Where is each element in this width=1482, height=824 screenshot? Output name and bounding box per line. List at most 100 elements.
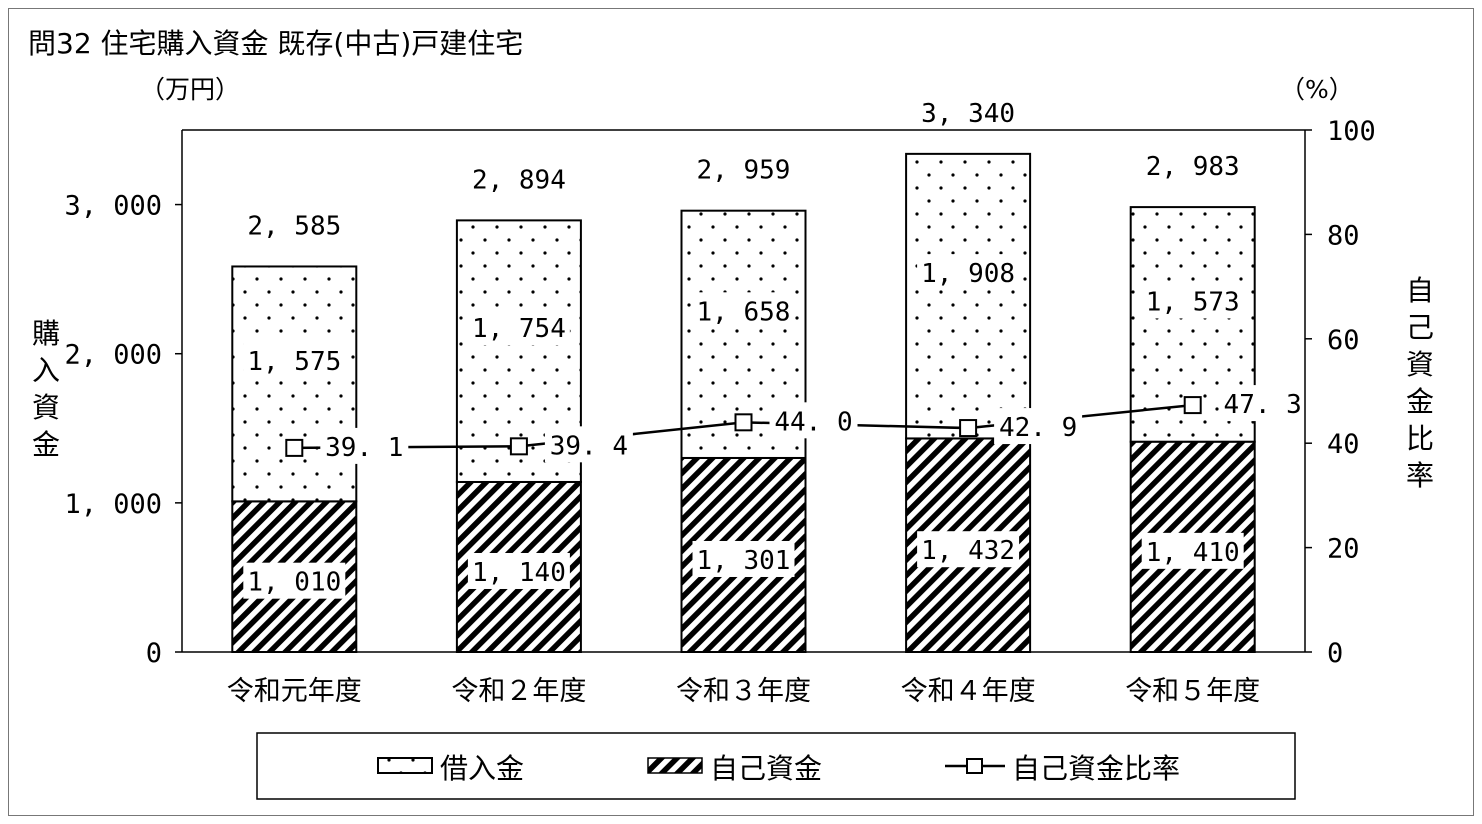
x-category-label-1: 令和元年度: [227, 676, 362, 707]
loan-label-3: 1, 658: [697, 297, 791, 327]
right-tick-label-20: 20: [1327, 534, 1360, 565]
total-label-5: 2, 983: [1146, 152, 1240, 182]
axes-group: 0 1, 000 2, 000 3, 000 0 20 40 60 80 100 令和元年度 令和２年…: [64, 116, 1375, 707]
bars-group: [231, 152, 1256, 654]
total-label-2-box: 2, 894: [467, 160, 570, 197]
loan-label-2-box: 1, 754: [467, 309, 570, 346]
ratio-marker-3: [734, 413, 753, 432]
bar-loan-1: [231, 265, 358, 503]
loan-label-5-bg: [1141, 282, 1244, 319]
legend-label-loan: 借入金: [440, 752, 524, 785]
own-funds-label-3: 1, 301: [697, 546, 791, 576]
total-label-2: 2, 894: [472, 165, 566, 195]
own-funds-label-4-box: 1, 432: [917, 531, 1020, 568]
legend-label-ratio: 自己資金比率: [1012, 752, 1180, 785]
bar-loan-4: [905, 152, 1032, 440]
right-axis-title-char-3: 資: [1406, 348, 1434, 381]
right-axis-title-char-4: 金: [1406, 385, 1434, 418]
ratio-label-1: 39. 1: [325, 433, 403, 463]
ratio-line-group: 39. 1 39. 4 44. 0 42. 9 47. 3: [285, 385, 1307, 464]
ratio-label-5-box: 47. 3: [1218, 385, 1307, 422]
loan-label-2-bg: [467, 309, 570, 346]
right-tick-label-0: 0: [1327, 638, 1343, 669]
right-axis-title-char-6: 率: [1406, 459, 1434, 492]
left-tick-label-1000: 1, 000: [64, 489, 162, 520]
left-tick-label-0: 0: [146, 638, 162, 669]
total-label-4-bg: [917, 93, 1020, 130]
x-category-label-4: 令和４年度: [901, 676, 1036, 707]
x-category-label-3: 令和３年度: [676, 676, 811, 707]
own-funds-label-1: 1, 010: [247, 568, 341, 598]
total-label-3: 2, 959: [697, 156, 791, 186]
loan-label-1: 1, 575: [247, 347, 341, 377]
left-axis-title-char-2: 入: [32, 354, 60, 387]
own-funds-label-3-bg: [692, 540, 795, 577]
ratio-label-5: 47. 3: [1224, 390, 1302, 420]
right-tick-label-40: 40: [1327, 429, 1360, 460]
ratio-label-4-bg: [994, 408, 1083, 445]
own-funds-label-1-bg: [243, 562, 346, 599]
right-axis-title: 自己資金比率: [1406, 274, 1434, 492]
own-funds-label-5-box: 1, 410: [1141, 532, 1244, 569]
loan-label-1-bg: [243, 341, 346, 378]
left-tick-label-2000: 2, 000: [64, 340, 162, 371]
legend: 借入金 自己資金 自己資金比率: [256, 732, 1296, 800]
right-tick-label-80: 80: [1327, 220, 1360, 251]
ratio-label-2-bg: [544, 426, 633, 463]
loan-label-4: 1, 908: [921, 259, 1015, 289]
data-labels-group: 1, 010 1, 575 2, 585 1, 140 1, 754 2, 894 1, 3…: [243, 93, 1244, 599]
loan-label-4-bg: [917, 254, 1020, 291]
own-funds-label-2: 1, 140: [472, 558, 566, 588]
left-axis-title: 購入資金: [32, 317, 60, 461]
ratio-label-4-box: 42. 9: [994, 408, 1083, 445]
total-label-5-bg: [1141, 147, 1244, 184]
left-axis-unit: （万円）: [140, 75, 240, 104]
legend-swatch-loan: [377, 757, 433, 774]
chart-title: 問32 住宅購入資金 既存(中古)戸建住宅: [28, 27, 523, 60]
loan-label-5-box: 1, 573: [1141, 282, 1244, 319]
legend-swatch-ratio-marker: [966, 758, 983, 774]
ratio-marker-1: [285, 438, 304, 457]
legend-label-own-funds: 自己資金: [710, 752, 822, 785]
right-tick-label-100: 100: [1327, 116, 1376, 147]
left-axis-title-char-4: 金: [32, 428, 60, 461]
own-funds-label-4-bg: [917, 531, 1020, 568]
ratio-label-3: 44. 0: [774, 407, 852, 437]
total-label-1: 2, 585: [247, 211, 341, 241]
ratio-label-2-box: 39. 4: [544, 426, 633, 463]
own-funds-label-5-bg: [1141, 532, 1244, 569]
ratio-label-5-bg: [1218, 385, 1307, 422]
right-tick-label-60: 60: [1327, 325, 1360, 356]
total-label-1-bg: [243, 206, 346, 243]
ratio-label-4: 42. 9: [999, 413, 1077, 443]
ratio-marker-5: [1183, 396, 1202, 415]
total-label-3-box: 2, 959: [692, 150, 795, 187]
total-label-4: 3, 340: [921, 99, 1015, 129]
right-axis-title-char-1: 自: [1406, 274, 1434, 307]
ratio-label-3-box: 44. 0: [769, 402, 858, 439]
loan-label-2: 1, 754: [472, 314, 566, 344]
left-tick-label-3000: 3, 000: [64, 191, 162, 222]
own-funds-label-5: 1, 410: [1146, 538, 1240, 568]
left-axis-title-char-3: 資: [32, 391, 60, 424]
loan-label-4-box: 1, 908: [917, 254, 1020, 291]
total-label-4-box: 3, 340: [917, 93, 1020, 130]
own-funds-label-2-box: 1, 140: [467, 552, 570, 589]
x-category-label-5: 令和５年度: [1125, 676, 1260, 707]
total-label-5-box: 2, 983: [1141, 147, 1244, 184]
right-axis-title-char-2: 己: [1406, 311, 1434, 344]
total-label-3-bg: [692, 150, 795, 187]
own-funds-label-3-box: 1, 301: [692, 540, 795, 577]
own-funds-label-4: 1, 432: [921, 536, 1015, 566]
ratio-marker-2: [509, 437, 528, 456]
ratio-label-1-box: 39. 1: [320, 427, 409, 464]
ratio-marker-4: [959, 419, 978, 438]
total-label-2-bg: [467, 160, 570, 197]
ratio-label-1-bg: [320, 427, 409, 464]
own-funds-label-1-box: 1, 010: [243, 562, 346, 599]
own-funds-label-2-bg: [467, 552, 570, 589]
loan-label-3-box: 1, 658: [692, 292, 795, 329]
loan-label-3-bg: [692, 292, 795, 329]
right-axis-title-char-5: 比: [1406, 422, 1434, 455]
